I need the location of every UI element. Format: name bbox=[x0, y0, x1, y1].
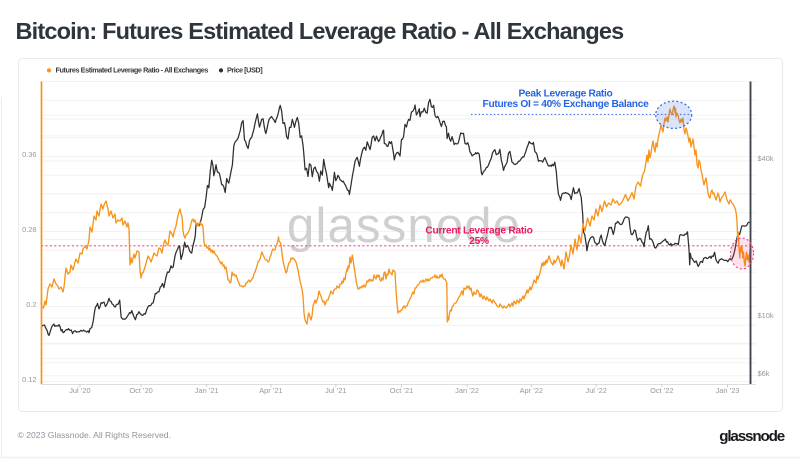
svg-text:0.12: 0.12 bbox=[22, 375, 36, 384]
svg-text:Jan ’22: Jan ’22 bbox=[455, 386, 479, 395]
svg-text:Futures Estimated Leverage Rat: Futures Estimated Leverage Ratio - All E… bbox=[56, 65, 209, 74]
svg-text:0.28: 0.28 bbox=[22, 225, 36, 234]
svg-text:Oct ’22: Oct ’22 bbox=[650, 386, 673, 395]
svg-text:Jul ’21: Jul ’21 bbox=[325, 386, 346, 395]
svg-text:0.36: 0.36 bbox=[22, 150, 36, 159]
svg-text:© 2023 Glassnode. All Rights R: © 2023 Glassnode. All Rights Reserved. bbox=[18, 430, 171, 440]
svg-text:Peak Leverage Ratio: Peak Leverage Ratio bbox=[519, 89, 613, 100]
svg-text:Bitcoin: Futures Estimated Lev: Bitcoin: Futures Estimated Leverage Rati… bbox=[16, 18, 625, 44]
svg-text:0.2: 0.2 bbox=[26, 300, 36, 309]
svg-text:Jul ’22: Jul ’22 bbox=[586, 386, 607, 395]
svg-text:Price [USD]: Price [USD] bbox=[227, 65, 263, 74]
svg-text:glassnode: glassnode bbox=[719, 428, 784, 445]
svg-text:25%: 25% bbox=[469, 236, 489, 247]
svg-text:Apr ’22: Apr ’22 bbox=[520, 386, 543, 395]
svg-text:glassnode: glassnode bbox=[287, 199, 521, 253]
svg-text:Futures OI = 40% Exchange Bala: Futures OI = 40% Exchange Balance bbox=[483, 99, 650, 110]
svg-text:Jul ’20: Jul ’20 bbox=[69, 386, 90, 395]
svg-text:Jan ’23: Jan ’23 bbox=[716, 386, 740, 395]
svg-text:Apr ’21: Apr ’21 bbox=[259, 386, 282, 395]
svg-text:$10k: $10k bbox=[758, 311, 774, 320]
svg-text:Current Leverage Ratio: Current Leverage Ratio bbox=[425, 226, 532, 237]
svg-text:Oct ’21: Oct ’21 bbox=[390, 386, 413, 395]
svg-text:Oct ’20: Oct ’20 bbox=[129, 386, 152, 395]
svg-text:$6k: $6k bbox=[758, 369, 770, 378]
svg-text:Jan ’21: Jan ’21 bbox=[195, 386, 219, 395]
svg-text:$40k: $40k bbox=[758, 154, 774, 163]
